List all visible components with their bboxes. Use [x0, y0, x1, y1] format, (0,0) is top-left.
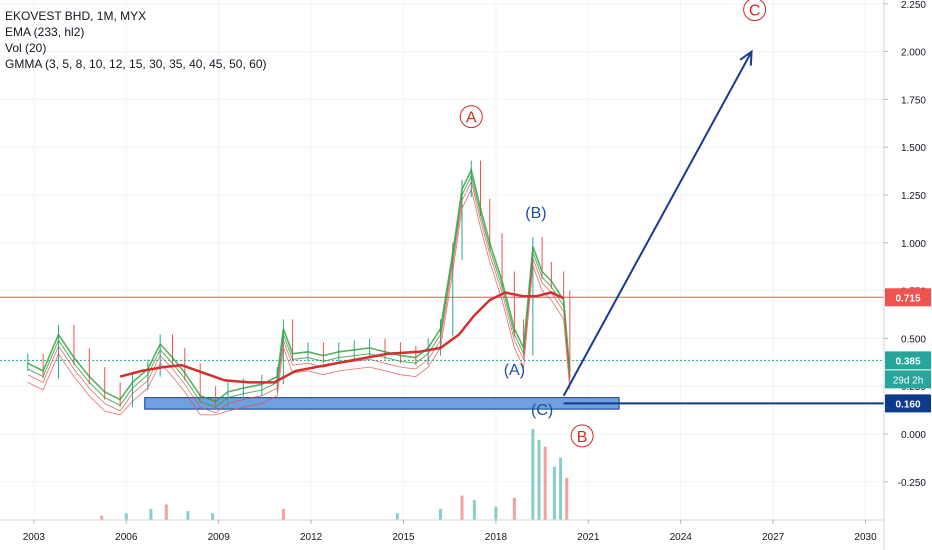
volume-bar [552, 466, 556, 520]
y-tick-label: 1.000 [901, 239, 926, 250]
projection-arrow-line[interactable] [562, 51, 753, 397]
wave-label-C: C [749, 3, 761, 20]
y-tick-label: 0.000 [901, 430, 926, 441]
volume-bar [531, 428, 535, 520]
x-tick-label: 2003 [23, 532, 46, 543]
volume-bar [543, 446, 547, 520]
wave-label-A: A [466, 110, 477, 127]
x-tick-label: 2027 [762, 532, 785, 543]
wave-annotations: A (B) (A) (C) B C [459, 0, 767, 448]
y-tick-label: 1.250 [901, 191, 926, 202]
volume-indicator-label[interactable]: Vol (20) [5, 41, 47, 55]
price-label-0.385: 0.385 [895, 356, 920, 367]
volume-bar [565, 477, 569, 520]
x-tick-label: 2030 [854, 532, 877, 543]
volume-bar [512, 497, 516, 520]
y-tick-label: 2.000 [901, 48, 926, 59]
price-label-0.160-bg [885, 394, 931, 413]
y-tick-label: -0.250 [898, 478, 927, 489]
y-tick-label: 1.500 [901, 143, 926, 154]
y-tick-label: 2.250 [901, 0, 926, 11]
ema-indicator-label[interactable]: EMA (233, hl2) [5, 25, 85, 39]
wave-label-B: B [577, 429, 588, 446]
countdown-bg [885, 370, 931, 389]
chart-legend: EKOVEST BHD, 1M, MYX EMA (233, hl2) Vol … [5, 8, 267, 72]
x-tick-label: 2015 [392, 532, 415, 543]
volume-bar [186, 511, 190, 520]
x-tick-label: 2024 [670, 532, 693, 543]
x-tick-label: 2009 [208, 532, 231, 543]
volume-bar [472, 500, 476, 520]
price-label-0.160: 0.160 [895, 399, 920, 410]
wave-label: (C) [531, 402, 553, 419]
wave-circle-C [743, 0, 767, 22]
x-tick-label: 2021 [577, 532, 600, 543]
x-axis: 2003 2006 2009 2012 2015 2018 2021 2024 2027 2030 [0, 519, 884, 543]
volume-bar [494, 506, 498, 520]
projection-arrow-head [739, 49, 753, 66]
volume-bar [537, 440, 541, 520]
wave-circle-A [459, 105, 483, 129]
x-tick-label: 2006 [115, 532, 138, 543]
volume-bar [395, 513, 399, 520]
x-tick-label: 2018 [485, 532, 508, 543]
volume-bar [460, 495, 464, 520]
volume-bar [149, 508, 153, 520]
gmma-indicator-label[interactable]: GMMA (3, 5, 8, 10, 12, 15, 30, 35, 40, 4… [5, 57, 267, 71]
y-tick-label: 0.500 [901, 334, 926, 345]
volume-bar [164, 504, 168, 520]
wave-circle-B [570, 424, 594, 448]
price-label-0.715: 0.715 [895, 293, 920, 304]
countdown-label: 29d 2h [893, 375, 924, 386]
wave-label: (A) [504, 362, 525, 379]
volume-bar [438, 508, 442, 520]
gmma-line [27, 174, 571, 408]
price-labels: 0.715 0.385 0.160 29d 2h [885, 288, 931, 413]
symbol-title[interactable]: EKOVEST BHD, 1M, MYX [5, 9, 147, 23]
volume-bar [211, 513, 215, 520]
gmma-line [27, 180, 571, 414]
volume-bar [559, 457, 563, 520]
wave-label: (B) [525, 205, 546, 222]
projection-arrow [562, 49, 753, 397]
price-series [27, 160, 571, 416]
gmma-line [27, 167, 571, 403]
ema-233-line [119, 291, 565, 384]
x-tick-label: 2012 [300, 532, 323, 543]
volume-bar [124, 513, 128, 520]
price-label-0.385-bg [885, 351, 931, 370]
volume-bars [100, 428, 569, 520]
y-tick-label: 1.750 [901, 95, 926, 106]
horizontal-lines [0, 296, 884, 405]
volume-bar [281, 508, 285, 520]
price-label-0.715-bg [885, 288, 931, 307]
gmma-line [27, 188, 571, 416]
volume-bar [100, 515, 104, 520]
